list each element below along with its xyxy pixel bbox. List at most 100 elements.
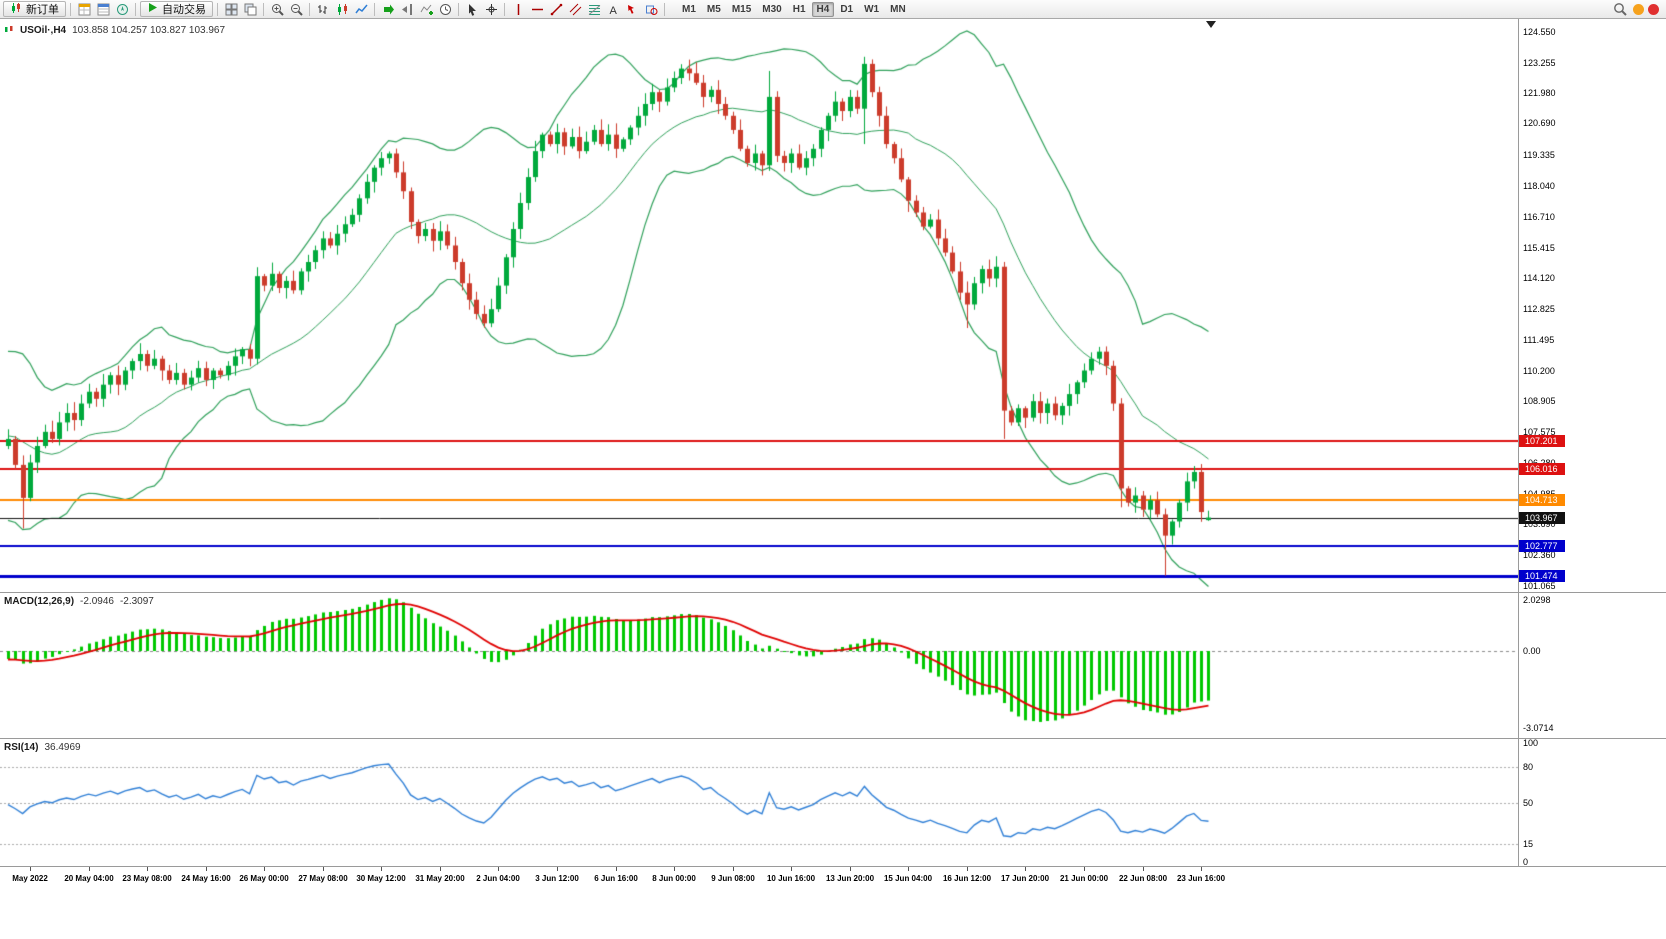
price-axis-label: 120.690 <box>1523 118 1556 129</box>
help-badge[interactable] <box>1633 3 1644 15</box>
search-icon[interactable] <box>1611 1 1629 17</box>
price-axis-label: 108.905 <box>1523 396 1556 407</box>
shapes-icon[interactable] <box>642 1 660 17</box>
price-axis-label: 102.360 <box>1523 550 1556 561</box>
autotrading-play-icon <box>147 2 158 16</box>
price-axis[interactable]: 124.550 123.255 121.980 120.690 119.335 118.0… <box>1519 0 1666 888</box>
timeframe-button-D1[interactable]: D1 <box>840 3 854 15</box>
macd-name-label: MACD(12,26,9) <box>4 596 75 607</box>
timeframe-button-H1[interactable]: H1 <box>792 3 806 15</box>
toolbar-separator <box>263 2 264 16</box>
indicators-icon[interactable] <box>417 1 435 17</box>
chart-shift-marker[interactable] <box>1206 21 1216 28</box>
cursor-icon[interactable] <box>463 1 481 17</box>
time-tick <box>1084 867 1085 871</box>
macd-header: MACD(12,26,9) -2.0946 -2.3097 <box>4 596 154 607</box>
data-window-icon[interactable] <box>94 1 112 17</box>
price-axis-label: 101.065 <box>1523 580 1556 591</box>
time-tick <box>616 867 617 871</box>
timeframe-button-M1[interactable]: M1 <box>682 3 696 15</box>
toolbar-separator <box>504 2 505 16</box>
time-axis-label: 17 Jun 20:00 <box>1000 874 1050 883</box>
time-tick <box>440 867 441 871</box>
price-axis-label: 116.710 <box>1523 211 1555 222</box>
time-tick <box>1025 867 1026 871</box>
timeframe-button-M15[interactable]: M15 <box>731 3 752 15</box>
price-axis-label: 103.690 <box>1523 519 1556 530</box>
time-axis-label: 3 Jun 12:00 <box>535 874 579 883</box>
candle-chart-icon[interactable] <box>333 1 351 17</box>
panel-separator[interactable] <box>0 738 1666 739</box>
chart-icon <box>4 24 14 37</box>
timeframe-button-MN[interactable]: MN <box>890 3 906 15</box>
crosshair-icon[interactable] <box>482 1 500 17</box>
toolbar-separator <box>458 2 459 16</box>
price-tag-102.777: 102.777 <box>1519 539 1565 552</box>
notifications-badge[interactable] <box>1648 3 1659 15</box>
bar-chart-icon[interactable] <box>314 1 332 17</box>
horizontal-line-icon[interactable] <box>528 1 546 17</box>
chart-ohlc-values: 103.858 104.257 103.827 103.967 <box>72 25 226 36</box>
price-tag-107.201: 107.201 <box>1519 435 1565 448</box>
main-toolbar: 新订单 自动交易 A M1 M5 M15 M30 H1 H4 D1 W1 MN <box>0 0 1666 19</box>
zoom-in-icon[interactable] <box>268 1 286 17</box>
toolbar-separator <box>217 2 218 16</box>
time-tick <box>323 867 324 871</box>
fibonacci-icon[interactable] <box>585 1 603 17</box>
time-axis-label: 23 Jun 16:00 <box>1176 874 1226 883</box>
chart-shift-icon[interactable] <box>398 1 416 17</box>
timeframe-button-W1[interactable]: W1 <box>864 3 880 15</box>
text-icon[interactable]: A <box>604 1 622 17</box>
auto-scroll-icon[interactable] <box>379 1 397 17</box>
time-tick <box>30 867 31 871</box>
line-chart-icon[interactable] <box>352 1 370 17</box>
arrows-icon[interactable] <box>623 1 641 17</box>
time-axis-label: 23 May 08:00 <box>122 874 172 883</box>
new-order-button[interactable]: 新订单 <box>3 1 66 17</box>
time-axis-label: 24 May 16:00 <box>181 874 231 883</box>
panel-separator[interactable] <box>0 592 1666 593</box>
rsi-axis-label: 50 <box>1523 797 1534 808</box>
time-axis-label: 2 Jun 04:00 <box>476 874 520 883</box>
tile-windows-icon[interactable] <box>222 1 240 17</box>
price-tag-103.967: 103.967 <box>1519 511 1565 524</box>
cascade-windows-icon[interactable] <box>241 1 259 17</box>
rsi-value: 36.4969 <box>44 742 81 753</box>
price-chart-canvas[interactable] <box>0 20 1518 592</box>
price-axis-border <box>1518 19 1519 888</box>
time-tick <box>1143 867 1144 871</box>
rsi-axis-label: 100 <box>1523 737 1539 748</box>
time-axis-label: 20 May 04:00 <box>64 874 114 883</box>
time-tick <box>381 867 382 871</box>
vertical-line-icon[interactable] <box>509 1 527 17</box>
rsi-panel-canvas[interactable] <box>0 739 1518 866</box>
time-axis-label: 31 May 20:00 <box>415 874 465 883</box>
timeframe-button-M30[interactable]: M30 <box>762 3 782 15</box>
time-tick <box>206 867 207 871</box>
timeframe-button-M5[interactable]: M5 <box>706 3 721 15</box>
zoom-out-icon[interactable] <box>287 1 305 17</box>
macd-axis-label: -3.0714 <box>1523 723 1554 734</box>
equidistant-channel-icon[interactable] <box>566 1 584 17</box>
time-axis[interactable]: May 2022 20 May 04:00 23 May 08:00 24 May 1… <box>0 867 1666 888</box>
autotrading-button[interactable]: 自动交易 <box>140 1 213 17</box>
rsi-header: RSI(14) 36.4969 <box>4 742 81 753</box>
macd-panel-canvas[interactable] <box>0 593 1518 738</box>
market-watch-icon[interactable] <box>75 1 93 17</box>
trendline-icon[interactable] <box>547 1 565 17</box>
price-axis-label: 112.825 <box>1523 303 1555 314</box>
toolbar-right-group <box>1611 1 1663 17</box>
price-axis-label: 110.200 <box>1523 365 1555 376</box>
price-axis-label: 118.040 <box>1523 180 1555 191</box>
navigator-icon[interactable] <box>113 1 131 17</box>
time-axis-label: 22 Jun 08:00 <box>1118 874 1168 883</box>
period-icon[interactable] <box>436 1 454 17</box>
price-axis-label: 123.255 <box>1523 57 1556 68</box>
timeframe-button-H4[interactable]: H4 <box>811 1 835 17</box>
chart-symbol-label: USOil·,H4 <box>20 25 67 36</box>
time-axis-label: 13 Jun 20:00 <box>825 874 875 883</box>
time-axis-label: 8 Jun 00:00 <box>652 874 696 883</box>
toolbar-separator <box>664 2 665 16</box>
price-axis-label: 115.415 <box>1523 242 1555 253</box>
price-axis-label: 104.985 <box>1523 489 1556 499</box>
